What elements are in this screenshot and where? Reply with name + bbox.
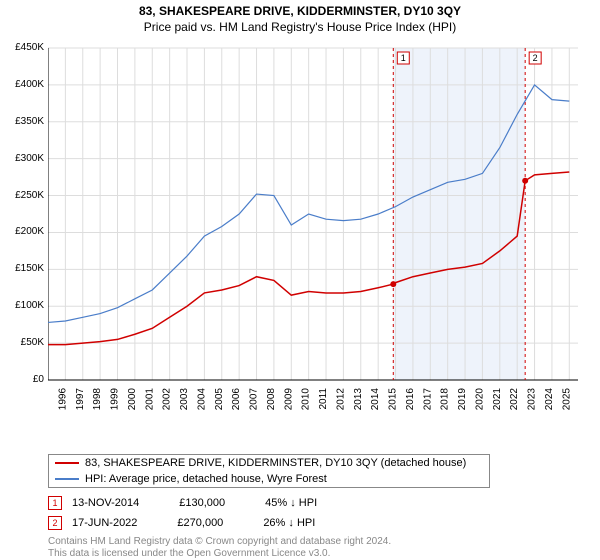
svg-text:1999: 1999 (110, 388, 121, 411)
svg-text:1998: 1998 (92, 388, 103, 411)
svg-text:2017: 2017 (422, 388, 433, 411)
legend-swatch-property (55, 462, 79, 464)
chart-subtitle: Price paid vs. HM Land Registry's House … (0, 20, 600, 34)
svg-text:2025: 2025 (561, 388, 572, 411)
legend-item: HPI: Average price, detached house, Wyre… (49, 471, 489, 487)
y-axis-label: £150K (4, 263, 44, 274)
price-chart: 1 2 1995 1996 1997 1998 1999 2000 2001 2002 2003 20… (48, 44, 584, 416)
svg-text:2024: 2024 (544, 388, 555, 411)
svg-text:2022: 2022 (509, 388, 520, 411)
y-axis-label: £300K (4, 153, 44, 164)
sale-marker-icon: 2 (48, 516, 62, 530)
footer-line: Contains HM Land Registry data © Crown c… (48, 536, 391, 547)
sale-row: 2 17-JUN-2022 £270,000 26% ↓ HPI (48, 516, 315, 530)
svg-text:2021: 2021 (492, 388, 503, 411)
svg-text:2007: 2007 (249, 388, 260, 411)
svg-text:2006: 2006 (231, 388, 242, 411)
svg-text:1: 1 (401, 53, 406, 63)
svg-text:2012: 2012 (335, 388, 346, 411)
svg-text:1996: 1996 (57, 388, 68, 411)
svg-text:2015: 2015 (388, 388, 399, 411)
svg-text:2003: 2003 (179, 388, 190, 411)
svg-text:2000: 2000 (127, 388, 138, 411)
legend-swatch-hpi (55, 478, 79, 480)
y-axis-label: £50K (4, 337, 44, 348)
svg-text:2001: 2001 (144, 388, 155, 411)
svg-text:2008: 2008 (266, 388, 277, 411)
y-axis-label: £400K (4, 79, 44, 90)
legend-label: HPI: Average price, detached house, Wyre… (85, 473, 327, 485)
y-axis-label: £250K (4, 190, 44, 201)
svg-text:1997: 1997 (75, 388, 86, 411)
y-axis-label: £350K (4, 116, 44, 127)
sale-date: 13-NOV-2014 (72, 497, 139, 509)
svg-text:2014: 2014 (370, 388, 381, 411)
svg-text:2013: 2013 (353, 388, 364, 411)
sale-price: £130,000 (179, 497, 225, 509)
sale-change: 26% ↓ HPI (263, 517, 315, 529)
svg-text:2002: 2002 (162, 388, 173, 411)
legend-item: 83, SHAKESPEARE DRIVE, KIDDERMINSTER, DY… (49, 455, 489, 471)
svg-text:2020: 2020 (474, 388, 485, 411)
svg-text:2023: 2023 (527, 388, 538, 411)
legend-box: 83, SHAKESPEARE DRIVE, KIDDERMINSTER, DY… (48, 454, 490, 488)
svg-text:2004: 2004 (196, 388, 207, 411)
sale-marker-icon: 1 (48, 496, 62, 510)
y-axis-label: £100K (4, 300, 44, 311)
sale-price: £270,000 (177, 517, 223, 529)
svg-text:2005: 2005 (214, 388, 225, 411)
svg-text:2009: 2009 (283, 388, 294, 411)
sale-row: 1 13-NOV-2014 £130,000 45% ↓ HPI (48, 496, 317, 510)
chart-header: 83, SHAKESPEARE DRIVE, KIDDERMINSTER, DY… (0, 0, 600, 34)
svg-text:2019: 2019 (457, 388, 468, 411)
svg-text:1995: 1995 (48, 388, 51, 411)
y-axis-label: £450K (4, 42, 44, 53)
svg-text:2016: 2016 (405, 388, 416, 411)
sale-change: 45% ↓ HPI (265, 497, 317, 509)
svg-text:2010: 2010 (301, 388, 312, 411)
svg-text:2018: 2018 (440, 388, 451, 411)
svg-text:2011: 2011 (318, 388, 329, 410)
chart-title: 83, SHAKESPEARE DRIVE, KIDDERMINSTER, DY… (0, 4, 600, 18)
y-axis-label: £200K (4, 226, 44, 237)
sale-date: 17-JUN-2022 (72, 517, 137, 529)
legend-label: 83, SHAKESPEARE DRIVE, KIDDERMINSTER, DY… (85, 457, 466, 469)
svg-text:2: 2 (533, 53, 538, 63)
footer-line: This data is licensed under the Open Gov… (48, 548, 330, 559)
y-axis-label: £0 (4, 374, 44, 385)
